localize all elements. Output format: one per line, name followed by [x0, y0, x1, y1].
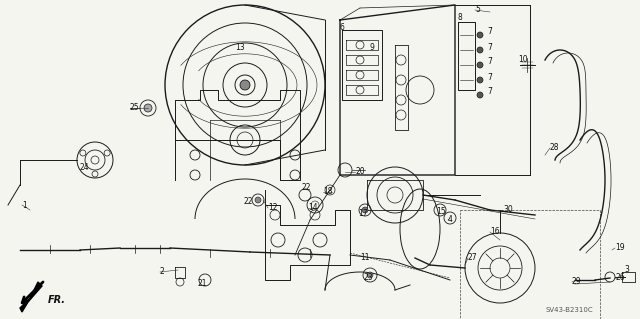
Text: 10: 10 — [518, 56, 527, 64]
Text: 24: 24 — [80, 164, 90, 173]
Text: 1: 1 — [22, 201, 27, 210]
Circle shape — [240, 80, 250, 90]
Text: 14: 14 — [308, 204, 317, 212]
Circle shape — [477, 92, 483, 98]
Circle shape — [144, 104, 152, 112]
Text: 16: 16 — [490, 227, 500, 236]
Text: 9: 9 — [370, 43, 375, 53]
Polygon shape — [20, 282, 42, 312]
Text: 27: 27 — [468, 254, 477, 263]
Text: 7: 7 — [487, 42, 492, 51]
Text: 15: 15 — [436, 207, 445, 217]
Text: 28: 28 — [550, 144, 559, 152]
Text: 22: 22 — [244, 197, 253, 206]
Circle shape — [477, 32, 483, 38]
Text: 26: 26 — [616, 273, 626, 283]
Text: 7: 7 — [487, 57, 492, 66]
Text: 5: 5 — [475, 5, 480, 14]
Text: 22: 22 — [302, 183, 312, 192]
Text: 25: 25 — [130, 103, 140, 113]
Text: 18: 18 — [323, 188, 333, 197]
Text: 8: 8 — [458, 13, 463, 23]
Circle shape — [362, 207, 368, 213]
Text: 20: 20 — [355, 167, 365, 176]
Circle shape — [367, 272, 373, 278]
Text: 6: 6 — [340, 24, 345, 33]
Text: 12: 12 — [268, 204, 278, 212]
Text: 4: 4 — [448, 216, 453, 225]
Text: 7: 7 — [487, 27, 492, 36]
Text: 7: 7 — [487, 72, 492, 81]
Text: 17: 17 — [358, 209, 367, 218]
Text: FR.: FR. — [48, 295, 66, 305]
Text: 7: 7 — [487, 87, 492, 97]
Text: 11: 11 — [360, 254, 369, 263]
Circle shape — [255, 197, 261, 203]
Text: SV43-B2310C: SV43-B2310C — [545, 307, 593, 313]
Text: 2: 2 — [160, 268, 164, 277]
Text: 29: 29 — [572, 278, 582, 286]
Text: 21: 21 — [198, 278, 207, 287]
Text: 3: 3 — [624, 265, 629, 275]
Circle shape — [477, 62, 483, 68]
Text: 19: 19 — [615, 243, 625, 253]
Text: 13: 13 — [235, 43, 244, 53]
Circle shape — [477, 47, 483, 53]
Text: 30: 30 — [503, 205, 513, 214]
Circle shape — [477, 77, 483, 83]
Text: 23: 23 — [363, 273, 372, 283]
